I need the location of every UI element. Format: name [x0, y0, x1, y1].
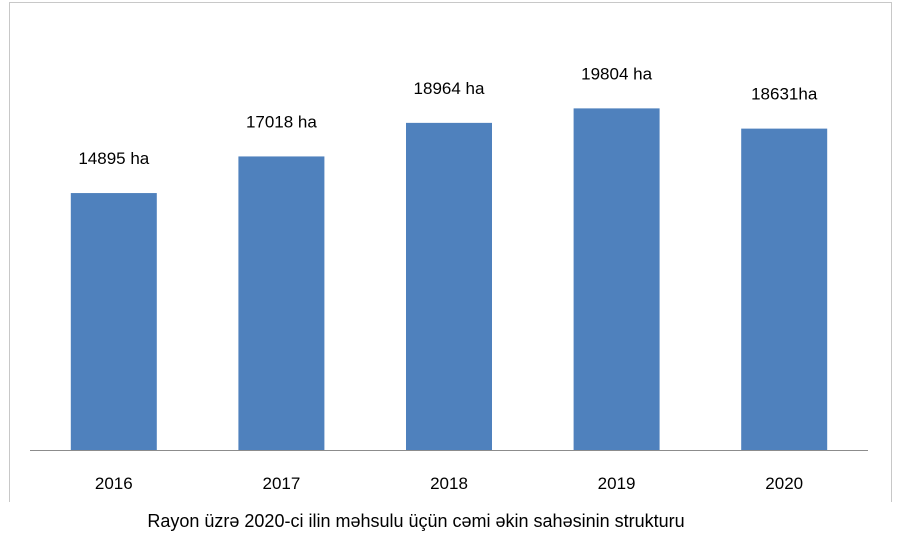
data-label-2018: 18964 ha — [414, 79, 485, 98]
x-tick-label-2016: 2016 — [95, 474, 133, 493]
bar-2020 — [741, 128, 828, 451]
chart-frame — [9, 2, 892, 502]
bar-2018 — [406, 122, 492, 450]
bar-2016 — [70, 193, 157, 450]
data-label-2017: 17018 ha — [246, 112, 317, 131]
data-label-2016: 14895 ha — [78, 149, 149, 168]
data-labels-group: 14895 ha 17018 ha 18964 ha 19804 ha 18631ha — [78, 64, 817, 168]
bar-2017 — [238, 156, 325, 450]
x-tick-labels-group: 2016 2017 2018 2019 2020 — [95, 474, 803, 493]
data-label-2019: 19804 ha — [581, 64, 652, 83]
chart-caption: Rayon üzrə 2020-ci ilin məhsulu üçün cəm… — [147, 511, 685, 531]
x-tick-label-2020: 2020 — [765, 474, 803, 493]
bars-group — [70, 108, 828, 451]
x-tick-label-2017: 2017 — [262, 474, 300, 493]
bar-2019 — [573, 108, 660, 451]
data-label-2020: 18631ha — [751, 85, 818, 104]
x-tick-label-2019: 2019 — [598, 474, 636, 493]
x-tick-label-2018: 2018 — [430, 474, 468, 493]
